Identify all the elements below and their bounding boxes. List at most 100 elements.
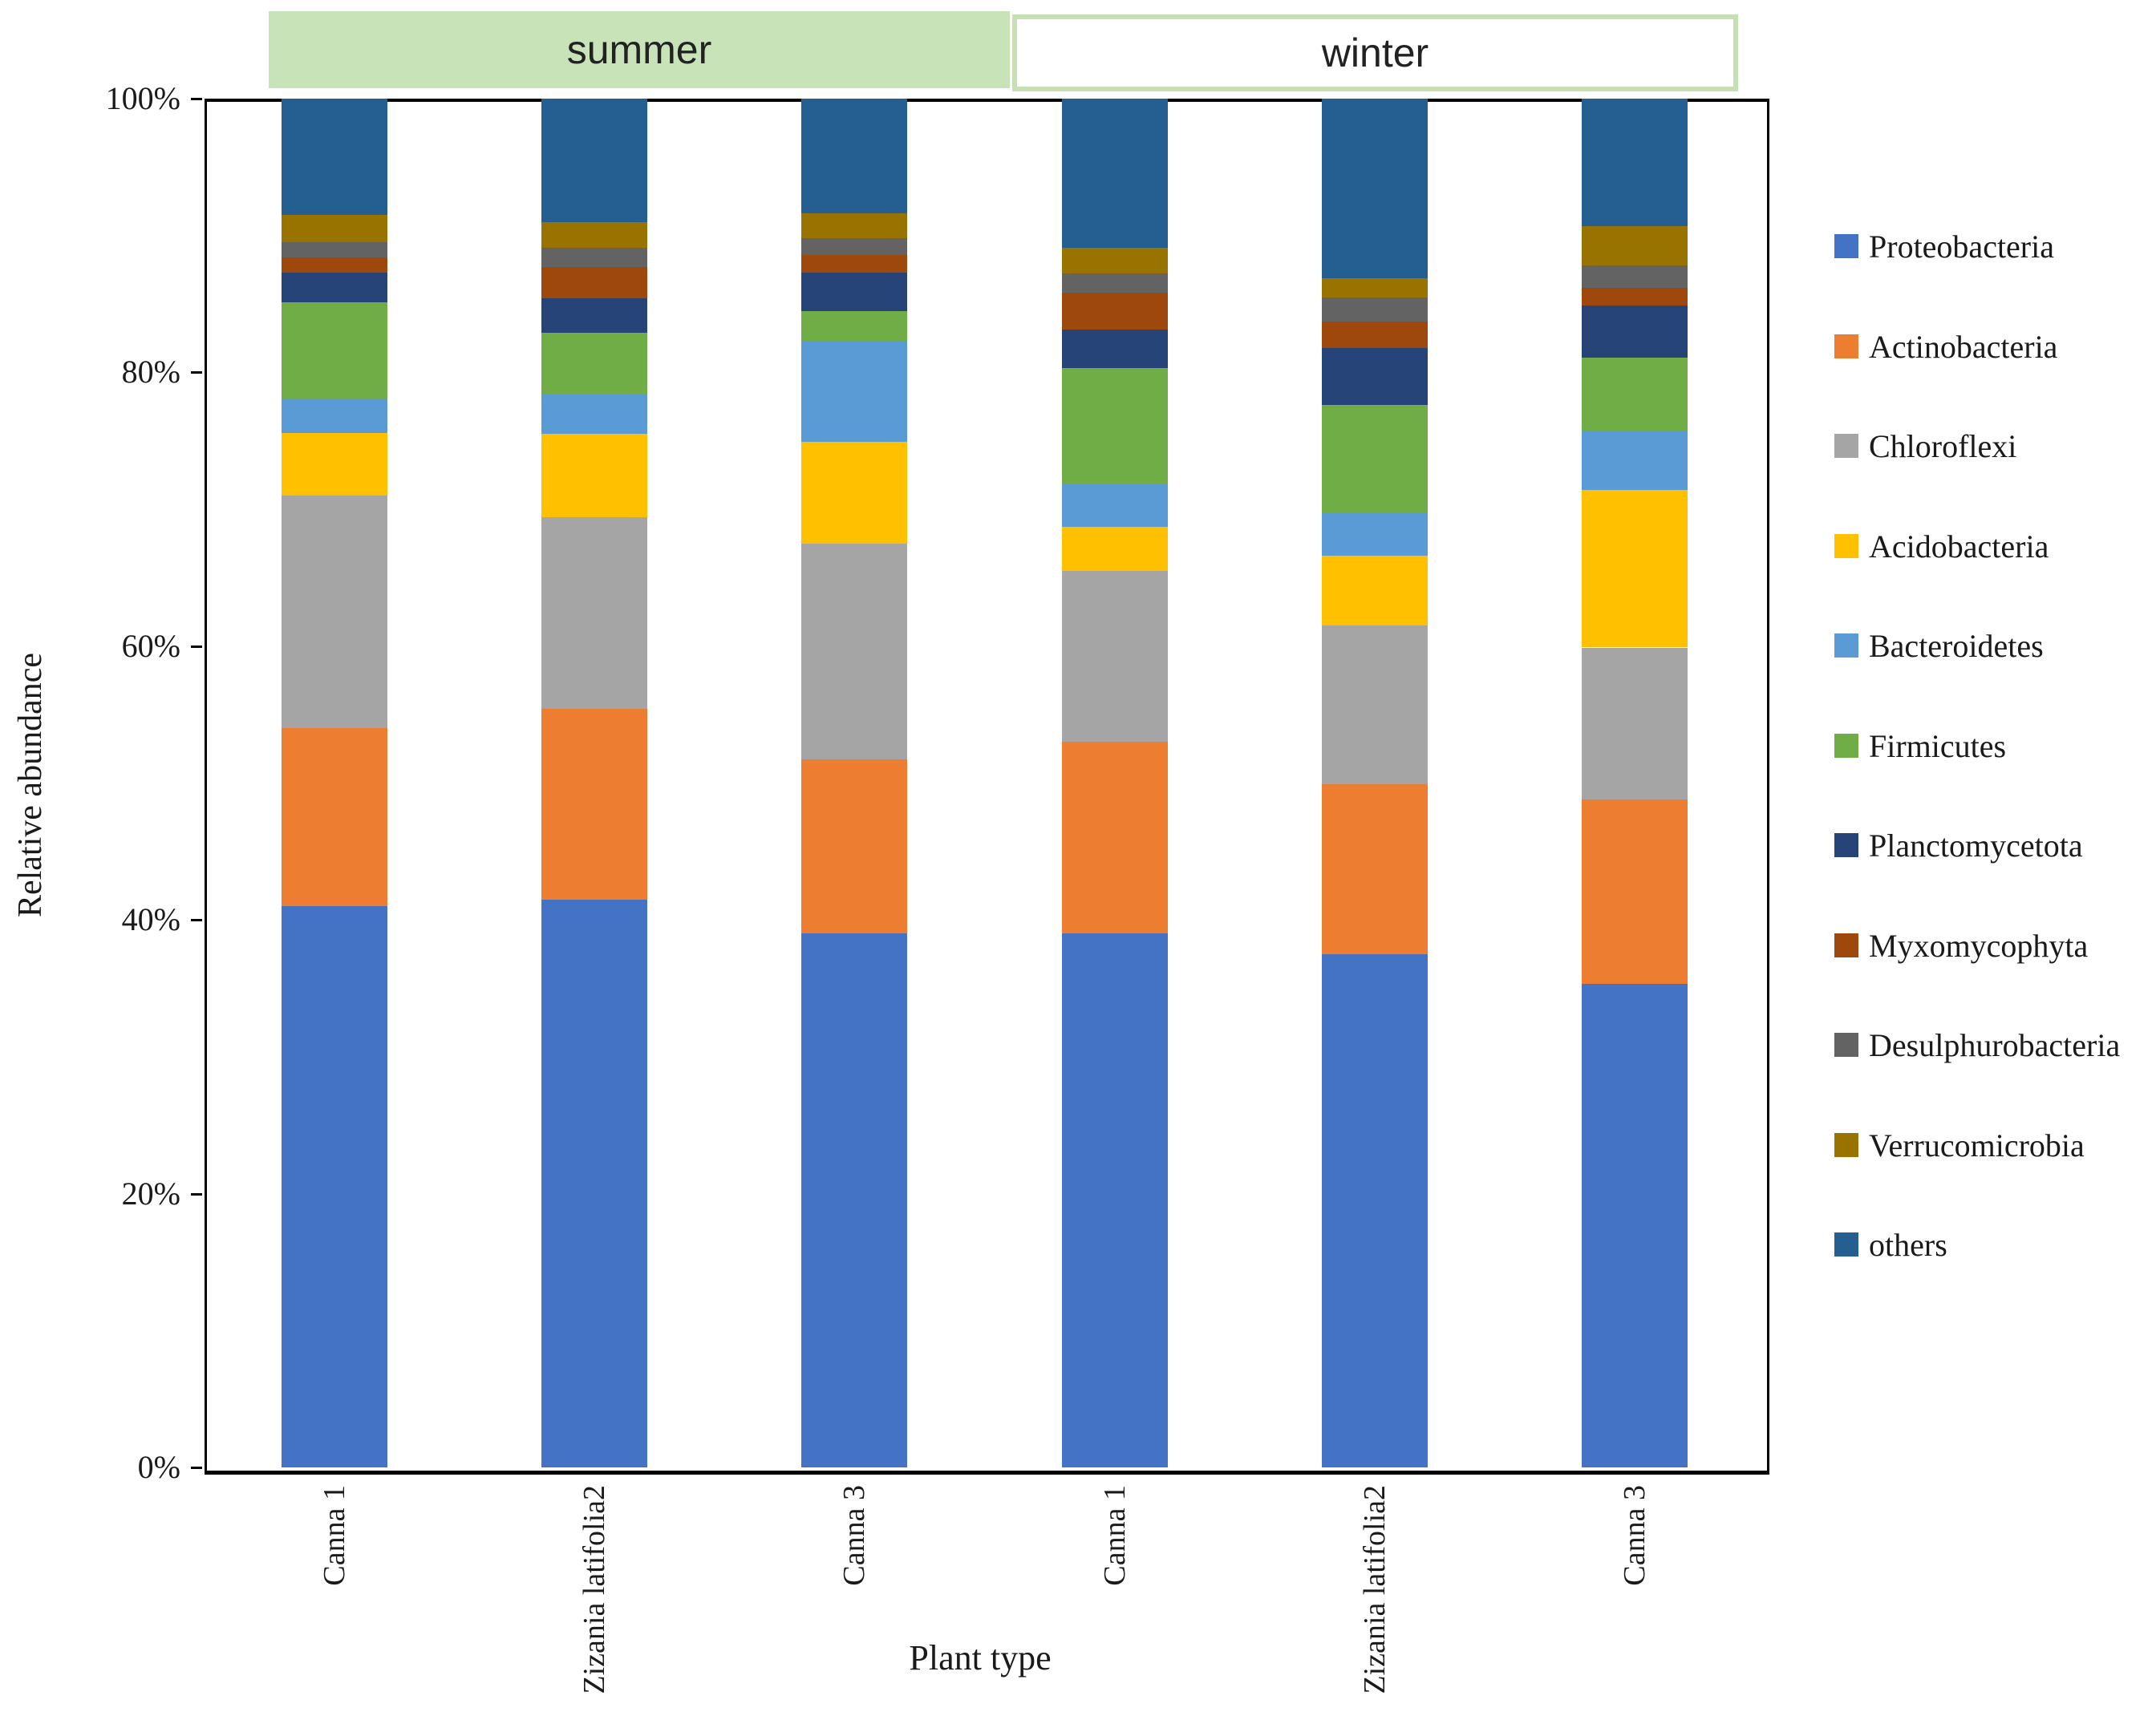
bar-segment-chloroflexi-3 (1061, 570, 1168, 743)
bar-segment-firmicutes-1 (541, 332, 648, 395)
legend-label-acidobacteria: Acidobacteria (1869, 528, 2049, 565)
legend-swatch-others (1834, 1232, 1858, 1257)
bar-segment-planctomycetota-0 (282, 272, 388, 303)
y-tick-label-80%: 80% (121, 354, 180, 391)
bar-segment-others-1 (541, 99, 648, 222)
bar-segment-desulphurobacteria-1 (541, 248, 648, 267)
x-tick-label-2: Canna 3 (837, 1485, 872, 1586)
x-tick-label-1: Zizania latifolia2 (578, 1485, 612, 1694)
legend-swatch-acidobacteria (1834, 533, 1858, 558)
bar-segment-planctomycetota-1 (541, 298, 648, 333)
legend-label-myxomycophyta: Myxomycophyta (1869, 927, 2089, 964)
bar-segment-actinobacteria-4 (1321, 784, 1428, 954)
bar-segment-firmicutes-3 (1061, 368, 1168, 485)
group-band-winter-label: winter (1321, 30, 1429, 75)
bar-segment-myxomycophyta-1 (541, 266, 648, 299)
y-tick-label-40%: 40% (121, 901, 180, 938)
bar-segment-firmicutes-4 (1321, 405, 1428, 512)
legend-swatch-chloroflexi (1834, 434, 1858, 458)
legend-item-bacteroidetes: Bacteroidetes (1834, 628, 2044, 665)
y-tick-label-20%: 20% (121, 1175, 180, 1212)
bar-segment-actinobacteria-5 (1581, 799, 1688, 985)
bar-segment-proteobacteria-1 (541, 899, 648, 1467)
legend-swatch-planctomycetota (1834, 833, 1858, 857)
legend-swatch-proteobacteria (1834, 234, 1858, 258)
bar-segment-verrucomicrobia-0 (282, 215, 388, 243)
legend-label-others: others (1869, 1227, 1947, 1263)
legend-swatch-desulphurobacteria (1834, 1033, 1858, 1057)
bar-segment-others-4 (1321, 99, 1428, 278)
bar-segment-proteobacteria-2 (801, 933, 908, 1467)
y-tick-label-0%: 0% (137, 1449, 180, 1485)
x-axis-title: Plant type (909, 1638, 1052, 1677)
group-band-winter: winter (1012, 14, 1738, 91)
bar-segment-desulphurobacteria-2 (801, 238, 908, 255)
y-tick-mark-60% (191, 645, 202, 648)
bar-segment-actinobacteria-1 (541, 709, 648, 900)
bar-segment-verrucomicrobia-1 (541, 221, 648, 249)
bar-segment-chloroflexi-2 (801, 543, 908, 760)
bar-segment-verrucomicrobia-2 (801, 213, 908, 239)
legend-label-verrucomicrobia: Verrucomicrobia (1869, 1127, 2085, 1163)
bar-segment-acidobacteria-1 (541, 434, 648, 518)
bar-segment-bacteroidetes-5 (1581, 431, 1688, 491)
bar-segment-firmicutes-2 (801, 310, 908, 342)
legend-item-myxomycophyta: Myxomycophyta (1834, 928, 2088, 965)
bar-segment-others-5 (1581, 99, 1688, 226)
legend-item-actinobacteria: Actinobacteria (1834, 329, 2057, 366)
bar-segment-proteobacteria-5 (1581, 984, 1688, 1467)
bar-segment-desulphurobacteria-5 (1581, 265, 1688, 288)
bar-segment-others-3 (1061, 99, 1168, 249)
bar-segment-myxomycophyta-0 (282, 257, 388, 273)
bar-segment-others-0 (282, 99, 388, 216)
legend-item-others: others (1834, 1227, 1947, 1264)
legend-item-acidobacteria: Acidobacteria (1834, 528, 2049, 565)
bar-segment-firmicutes-0 (282, 302, 388, 399)
bar-segment-verrucomicrobia-5 (1581, 225, 1688, 266)
legend-item-firmicutes: Firmicutes (1834, 728, 2006, 765)
legend-label-desulphurobacteria: Desulphurobacteria (1869, 1027, 2121, 1063)
bar-segment-chloroflexi-1 (541, 517, 648, 710)
legend-swatch-bacteroidetes (1834, 633, 1858, 658)
bar-segment-planctomycetota-2 (801, 272, 908, 311)
y-tick-label-100%: 100% (105, 80, 180, 116)
legend-item-chloroflexi: Chloroflexi (1834, 428, 2016, 465)
bar-segment-acidobacteria-4 (1321, 556, 1428, 626)
legend-label-actinobacteria: Actinobacteria (1869, 328, 2058, 365)
y-tick-mark-40% (191, 919, 202, 922)
legend-item-desulphurobacteria: Desulphurobacteria (1834, 1027, 2120, 1064)
y-tick-mark-80% (191, 371, 202, 374)
group-band-summer-label: summer (566, 27, 712, 72)
group-band-summer: summer (269, 11, 1010, 88)
legend-swatch-verrucomicrobia (1834, 1132, 1858, 1157)
bar-segment-planctomycetota-4 (1321, 347, 1428, 406)
bar-segment-myxomycophyta-3 (1061, 293, 1168, 330)
x-tick-label-3: Canna 1 (1097, 1485, 1132, 1586)
bar-segment-others-2 (801, 99, 908, 214)
x-tick-label-4: Zizania latifolia2 (1357, 1485, 1392, 1694)
bar-segment-bacteroidetes-2 (801, 341, 908, 443)
bar-segment-bacteroidetes-1 (541, 394, 648, 435)
legend-item-proteobacteria: Proteobacteria (1834, 229, 2054, 265)
bar-segment-desulphurobacteria-4 (1321, 297, 1428, 322)
bar-segment-verrucomicrobia-4 (1321, 277, 1428, 297)
bar-segment-acidobacteria-2 (801, 442, 908, 544)
bar-segment-verrucomicrobia-3 (1061, 248, 1168, 274)
bar-segment-proteobacteria-4 (1321, 953, 1428, 1467)
y-tick-mark-20% (191, 1192, 202, 1196)
bar-segment-bacteroidetes-4 (1321, 512, 1428, 556)
legend-swatch-myxomycophyta (1834, 933, 1858, 957)
bar-segment-proteobacteria-3 (1061, 933, 1168, 1467)
bar-segment-chloroflexi-0 (282, 496, 388, 729)
bar-segment-myxomycophyta-2 (801, 254, 908, 273)
y-tick-label-60%: 60% (121, 627, 180, 664)
bar-segment-desulphurobacteria-3 (1061, 273, 1168, 293)
y-tick-mark-0% (191, 1467, 202, 1469)
legend-item-planctomycetota: Planctomycetota (1834, 828, 2083, 864)
bar-segment-myxomycophyta-4 (1321, 322, 1428, 348)
legend-label-bacteroidetes: Bacteroidetes (1869, 628, 2044, 664)
bar-segment-bacteroidetes-3 (1061, 484, 1168, 528)
legend-swatch-firmicutes (1834, 733, 1858, 758)
bar-segment-myxomycophyta-5 (1581, 287, 1688, 306)
